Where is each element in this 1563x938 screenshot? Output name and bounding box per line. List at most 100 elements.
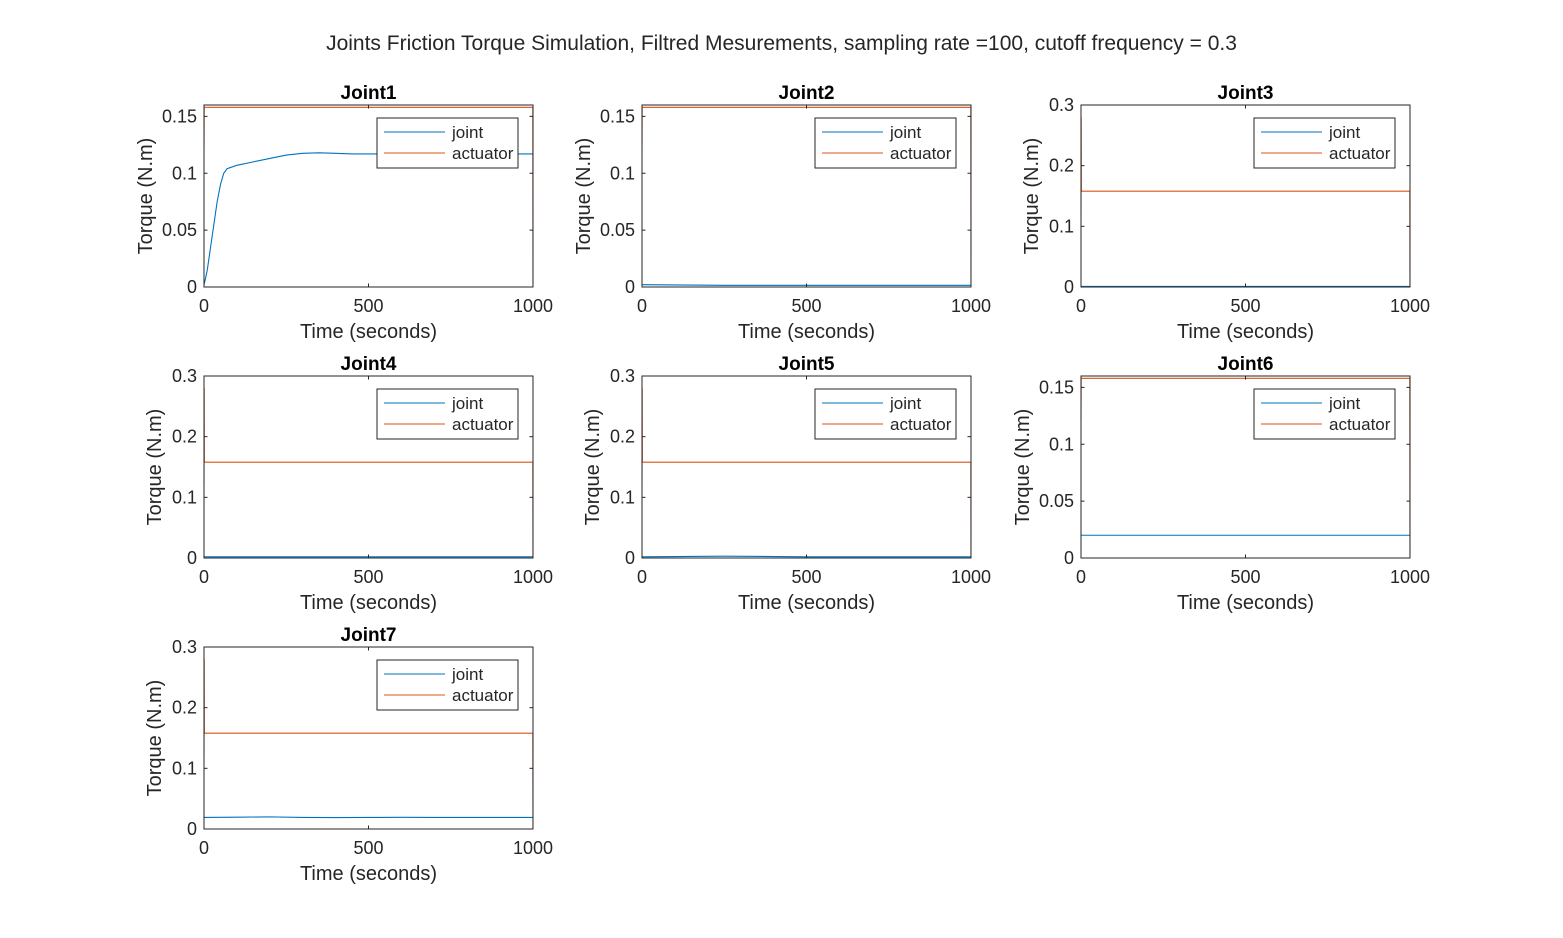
y-tick-label: 0.1 [610,487,635,507]
subplot-4: 0 500 1000 0 0.1 0.2 0.3 Joint4 Time (seconds) To… [144,354,553,614]
subplot-5: 0 500 1000 0 0.1 0.2 0.3 Joint5 Time (seconds) To… [582,354,991,614]
legend-label-actuator: actuator [890,144,952,163]
y-axis-label: Torque (N.m) [1021,138,1043,255]
x-tick-label: 500 [791,296,821,316]
y-tick-label: 0 [1064,548,1074,568]
legend: joint actuator [814,117,957,169]
figure-title: Joints Friction Torque Simulation, Filtr… [326,32,1237,55]
subplot-1: 0 500 1000 0 0.05 0.1 0.15 Joint1 Time (seconds)… [135,83,553,343]
y-tick-label: 0.3 [1049,95,1074,115]
x-tick-label: 500 [353,838,383,858]
y-tick-label: 0 [187,819,197,839]
x-tick-label: 1000 [951,296,991,316]
subplot-title: Joint7 [341,625,397,646]
y-tick-label: 0.3 [172,637,197,657]
y-tick-label: 0.15 [600,106,635,126]
x-tick-label: 500 [1230,296,1260,316]
subplot-title: Joint3 [1218,83,1274,104]
legend: joint actuator [1253,117,1396,169]
y-tick-label: 0.2 [172,427,197,447]
subplot-2: 0 500 1000 0 0.05 0.1 0.15 Joint2 Time (seconds)… [573,83,991,343]
y-axis-label: Torque (N.m) [1012,409,1034,526]
x-tick-label: 1000 [951,567,991,587]
legend-box [814,117,957,169]
legend-label-joint: joint [889,394,921,413]
legend-box [1253,117,1396,169]
y-tick-label: 0.1 [172,487,197,507]
subplot-title: Joint6 [1218,354,1274,375]
legend-box [376,388,519,440]
legend-label-actuator: actuator [452,144,514,163]
x-axis-label: Time (seconds) [300,592,437,614]
legend-label-actuator: actuator [452,686,514,705]
y-tick-label: 0.05 [600,220,635,240]
y-axis-label: Torque (N.m) [144,409,166,526]
legend: joint actuator [1253,388,1396,440]
legend-label-joint: joint [451,123,483,142]
y-tick-label: 0 [1064,277,1074,297]
legend-box [376,117,519,169]
legend-label-actuator: actuator [452,415,514,434]
x-tick-label: 500 [1230,567,1260,587]
y-axis-label: Torque (N.m) [135,138,157,255]
y-tick-label: 0.1 [172,758,197,778]
legend-label-joint: joint [1328,394,1360,413]
subplot-title: Joint1 [341,83,397,104]
y-tick-label: 0.1 [1049,216,1074,236]
subplot-title: Joint4 [341,354,397,375]
subplot-6: 0 500 1000 0 0.05 0.1 0.15 Joint6 Time (seconds)… [1012,354,1430,614]
y-tick-label: 0.1 [1049,434,1074,454]
legend-label-joint: joint [1328,123,1360,142]
y-tick-label: 0.05 [1039,491,1074,511]
x-tick-label: 500 [353,296,383,316]
x-tick-label: 500 [353,567,383,587]
y-tick-label: 0.2 [610,427,635,447]
x-tick-label: 1000 [1390,296,1430,316]
x-tick-label: 1000 [1390,567,1430,587]
y-axis-label: Torque (N.m) [573,138,595,255]
x-axis-label: Time (seconds) [738,592,875,614]
legend: joint actuator [376,659,519,711]
x-tick-label: 0 [199,838,209,858]
x-tick-label: 0 [199,296,209,316]
y-axis-label: Torque (N.m) [582,409,604,526]
subplot-7: 0 500 1000 0 0.1 0.2 0.3 Joint7 Time (seconds) To… [144,625,553,885]
legend-label-joint: joint [889,123,921,142]
x-tick-label: 0 [637,567,647,587]
x-tick-label: 0 [1076,296,1086,316]
series-line-joint [204,816,533,819]
legend-label-actuator: actuator [1329,144,1391,163]
y-tick-label: 0.3 [610,366,635,386]
y-tick-label: 0 [187,277,197,297]
x-axis-label: Time (seconds) [300,321,437,343]
legend-box [376,659,519,711]
legend: joint actuator [376,117,519,169]
x-tick-label: 1000 [513,567,553,587]
subplot-title: Joint2 [779,83,835,104]
y-tick-label: 0.15 [1039,377,1074,397]
legend-label-actuator: actuator [890,415,952,434]
legend-label-joint: joint [451,665,483,684]
x-axis-label: Time (seconds) [1177,592,1314,614]
y-tick-label: 0.2 [172,698,197,718]
legend: joint actuator [376,388,519,440]
x-tick-label: 0 [637,296,647,316]
legend-label-actuator: actuator [1329,415,1391,434]
y-tick-label: 0.3 [172,366,197,386]
y-tick-label: 0 [625,277,635,297]
x-axis-label: Time (seconds) [738,321,875,343]
y-tick-label: 0.15 [162,106,197,126]
x-tick-label: 1000 [513,296,553,316]
legend-box [1253,388,1396,440]
legend-label-joint: joint [451,394,483,413]
x-axis-label: Time (seconds) [300,863,437,885]
x-tick-label: 0 [1076,567,1086,587]
legend: joint actuator [814,388,957,440]
x-axis-label: Time (seconds) [1177,321,1314,343]
y-axis-label: Torque (N.m) [144,680,166,797]
y-tick-label: 0 [625,548,635,568]
y-tick-label: 0.1 [172,163,197,183]
y-tick-label: 0.05 [162,220,197,240]
x-tick-label: 0 [199,567,209,587]
